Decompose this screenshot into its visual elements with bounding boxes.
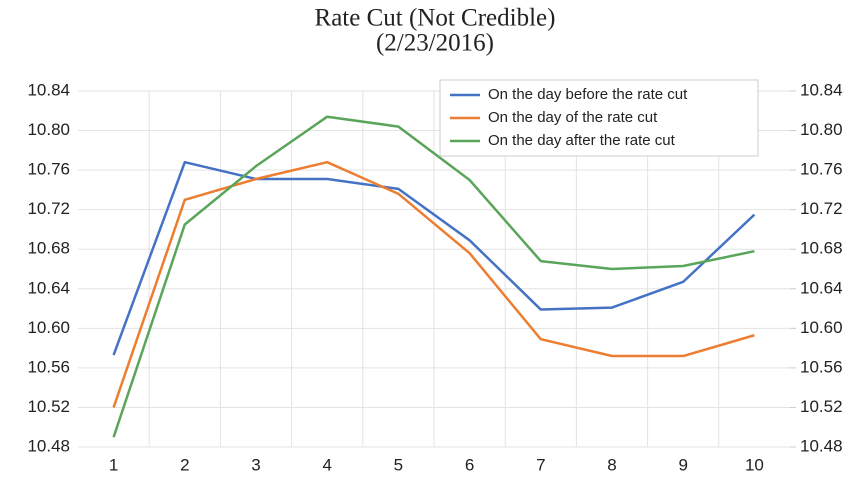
y2-tick-label: 10.52 <box>800 397 843 416</box>
y-tick-label: 10.56 <box>27 357 70 376</box>
legend-label: On the day after the rate cut <box>488 132 676 149</box>
y-tick-label: 10.76 <box>27 160 70 179</box>
x-tick-label: 1 <box>109 455 118 474</box>
y2-tick-label: 10.56 <box>800 357 843 376</box>
y-tick-label: 10.80 <box>27 120 70 139</box>
y2-tick-label: 10.48 <box>800 436 843 455</box>
x-tick-label: 6 <box>465 455 474 474</box>
x-tick-label: 7 <box>536 455 545 474</box>
y-tick-label: 10.48 <box>27 436 70 455</box>
y-tick-label: 10.64 <box>27 278 70 297</box>
y2-tick-label: 10.72 <box>800 199 843 218</box>
x-tick-label: 8 <box>607 455 616 474</box>
y2-tick-label: 10.76 <box>800 160 843 179</box>
y2-tick-label: 10.84 <box>800 80 843 99</box>
legend-box <box>439 79 759 157</box>
series-line <box>112 115 755 438</box>
x-tick-label: 3 <box>251 455 260 474</box>
chart-title: Rate Cut (Not Credible) <box>315 5 556 32</box>
series-line <box>112 160 755 408</box>
y2-tick-label: 10.64 <box>800 278 843 297</box>
y-tick-label: 10.84 <box>27 80 70 99</box>
x-tick-label: 9 <box>678 455 687 474</box>
y-tick-label: 10.52 <box>27 397 70 416</box>
legend-label: On the day before the rate cut <box>488 86 688 103</box>
y-tick-label: 10.72 <box>27 199 70 218</box>
y-tick-label: 10.60 <box>27 318 70 337</box>
x-tick-label: 4 <box>322 455 331 474</box>
x-tick-label: 10 <box>745 455 764 474</box>
y2-tick-label: 10.68 <box>800 239 843 258</box>
legend-label: On the day of the rate cut <box>488 109 658 126</box>
x-tick-label: 5 <box>394 455 403 474</box>
y2-tick-label: 10.80 <box>800 120 843 139</box>
x-tick-label: 2 <box>180 455 189 474</box>
series-line <box>112 160 756 356</box>
y-tick-label: 10.68 <box>27 239 70 258</box>
y2-tick-label: 10.60 <box>800 318 843 337</box>
chart-subtitle: (2/23/2016) <box>376 30 494 57</box>
